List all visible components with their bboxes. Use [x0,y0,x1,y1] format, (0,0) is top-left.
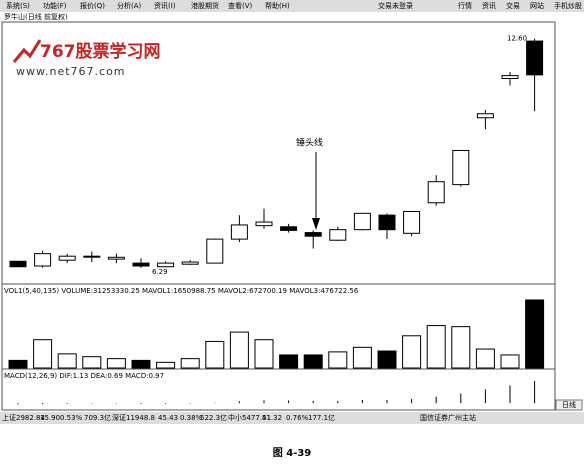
candle-body [157,262,175,268]
candle-body [501,75,519,80]
candle-body [427,181,445,204]
quick-tab[interactable]: 手机炒股 [554,1,582,10]
max-price-label: 12.60 [507,35,527,43]
candle-body [476,113,494,119]
status-item: 45.43 [158,414,178,422]
candle-body [206,238,224,264]
volume-bar [352,346,372,369]
candle-body [304,232,322,237]
volume-bar [180,358,200,369]
menu-item[interactable]: 资讯(I) [154,1,176,10]
volume-bar [525,299,545,369]
status-item: 15.90 [40,414,60,422]
quick-tab[interactable]: 行情 [458,1,472,10]
status-item: 41.32 [262,414,282,422]
status-item: 177.1亿 [308,413,335,422]
chart-title: 罗牛山(日线 前复权) [4,12,68,21]
quick-tab[interactable]: 网站 [530,1,544,10]
volume-bar [475,348,495,369]
candle-body [280,226,298,231]
volume-bar [33,339,53,369]
menu-item[interactable]: 功能(F) [43,1,67,10]
status-item: 709.3亿 [84,413,111,422]
macd-info: MACD(12,26,9) DIF:1.13 DEA:0.69 MACD:0.9… [4,372,164,380]
volume-bar [205,340,225,369]
status-bar [0,412,584,424]
logo [12,39,42,63]
status-item: 0.53% [60,414,83,422]
status-item: 0.76% [286,414,309,422]
volume-bar [57,353,77,369]
status-item: 深证11948.8 [112,413,155,422]
menu-item[interactable]: 查看(V) [228,1,253,10]
volume-bar [131,359,151,369]
status-item: 0.38% [180,414,203,422]
status-item: 上证2982.84 [2,413,45,422]
volume-bar [279,354,299,369]
candle-body [83,255,101,258]
menu-item[interactable]: 分析(A) [117,1,142,10]
volume-bar [254,339,274,369]
caption: 图 4-39 [273,447,312,459]
candle-body [403,211,421,234]
annotation: 锤头线 [296,137,323,149]
side-tab-label[interactable]: 日线 [562,400,576,409]
candle-body [132,262,150,267]
candle-body [378,214,396,231]
arrow-head [312,218,320,230]
volume-bar [229,331,249,369]
candle-body [230,224,248,240]
watermark-name: 767股票学习网 [40,41,161,62]
volume-bar [451,326,471,369]
candle-body [34,253,52,267]
volume-bar [328,351,348,369]
menu-item[interactable]: 系统(S) [6,1,30,10]
volume-bar [82,356,102,369]
menu-item[interactable]: 帮助(H) [265,1,290,10]
candle-body [255,221,273,227]
volume-bar [500,354,520,369]
volume-bar [402,335,422,369]
menu-item[interactable]: 报价(Q) [80,1,105,10]
volume-bar [8,359,28,369]
volume-bar [156,361,176,369]
candle-body [329,229,347,241]
status-item: 中小5477.51 [228,413,271,422]
volume-info: VOL1(5,40,135) VOLUME:31253330.25 MAVOL1… [4,287,359,295]
quick-tab[interactable]: 交易 [506,1,520,10]
status-item: 522.3亿 [200,413,227,422]
min-price-label: 6.29 [152,268,168,276]
quick-tab[interactable]: 资讯 [482,1,496,10]
side-tab[interactable] [555,399,583,411]
watermark-url: www.net767.com [16,65,126,78]
volume-bar [377,350,397,369]
candle-body [526,40,544,76]
candle-body [181,261,199,265]
chart-frame [1,21,556,411]
candle-body [58,255,76,261]
candle-body [353,212,371,231]
status-item: 国信证券广州主站 [420,413,476,422]
volume-bar [106,358,126,369]
menu-bar [0,0,584,12]
menu-item[interactable]: 港股期货 [191,1,219,10]
candle-body [9,260,27,268]
volume-bar [303,354,323,369]
candle-body [107,256,125,260]
candle-body [452,149,470,186]
volume-bar [426,325,446,369]
login-status: 交易未登录 [378,1,413,10]
